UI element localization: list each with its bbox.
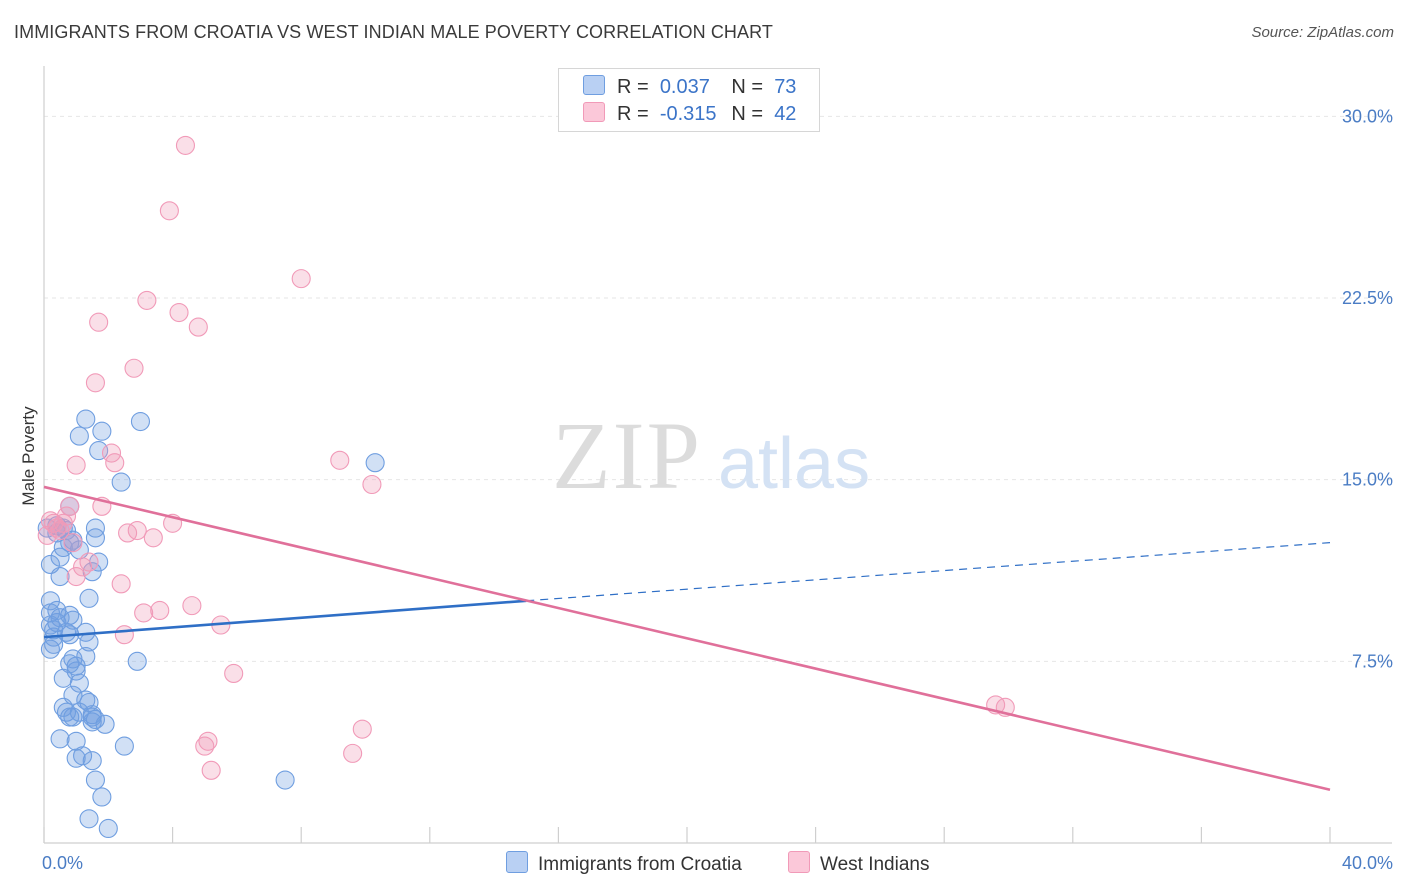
croatia-point	[76, 646, 96, 667]
croatia-point	[111, 472, 131, 492]
croatia-swatch	[583, 75, 605, 95]
west-indians-point	[169, 302, 189, 323]
croatia-trend-extension	[526, 542, 1331, 602]
croatia-swatch	[506, 851, 528, 873]
croatia-trend-line	[43, 599, 527, 639]
west-indians-point	[63, 533, 83, 553]
r-label: R =	[617, 76, 649, 98]
croatia-point	[79, 692, 99, 713]
west-indians-point	[111, 574, 131, 594]
x-tick-label-max: 40.0%	[1342, 853, 1393, 873]
bottom-legend-croatia: Immigrants from Croatia	[506, 851, 742, 876]
west-indians-point	[105, 453, 125, 473]
west-indians-point	[66, 567, 86, 587]
n-value: 42	[774, 103, 797, 125]
y-axis-label: Male Poverty	[19, 406, 38, 506]
croatia-point	[53, 668, 73, 688]
y-tick-labels: 7.5% 15.0% 22.5% 30.0%	[1342, 106, 1393, 671]
croatia-point	[85, 528, 105, 548]
croatia-point	[92, 787, 112, 807]
west-indians-point	[66, 455, 86, 475]
r-value: -0.315	[659, 103, 717, 125]
west-indians-point	[85, 373, 105, 393]
series-croatia-points	[37, 409, 385, 839]
west-indians-point	[143, 528, 163, 548]
west-indians-point	[127, 520, 147, 541]
croatia-point	[275, 770, 295, 790]
west-indians-point	[134, 603, 154, 623]
croatia-point	[82, 712, 102, 732]
croatia-point	[114, 736, 134, 756]
n-value: 73	[774, 76, 797, 98]
croatia-point	[69, 426, 89, 446]
west-indians-point	[79, 552, 99, 572]
west-indians-point	[150, 600, 170, 621]
trend-lines	[43, 485, 1331, 791]
r-value: 0.037	[659, 76, 710, 98]
west-indians-point	[224, 663, 244, 683]
correlation-legend: R = 0.037 N = 73 R = -0.315 N = 42	[558, 68, 820, 132]
west-indians-point	[198, 731, 218, 751]
grid-lines	[44, 115, 1392, 662]
west-indians-point	[159, 201, 179, 221]
legend-row-west-indians: R = -0.315 N = 42	[583, 102, 796, 126]
watermark: ZIP atlas	[552, 402, 870, 509]
west-indians-point	[114, 625, 134, 645]
west-indians-point	[60, 496, 80, 516]
bottom-legend-croatia-label: Immigrants from Croatia	[538, 854, 742, 875]
bottom-legend-west-indians-label: West Indians	[820, 854, 930, 875]
y-tick-label: 15.0%	[1342, 470, 1393, 490]
west-indians-point	[124, 358, 144, 378]
west-indians-point	[89, 312, 109, 332]
croatia-point	[50, 567, 70, 587]
west-indians-point	[330, 450, 350, 470]
west-indians-swatch	[583, 102, 605, 122]
west-indians-point	[188, 317, 208, 337]
croatia-point	[73, 746, 93, 766]
croatia-point	[365, 453, 385, 473]
croatia-point	[85, 709, 105, 730]
west-indians-swatch	[788, 851, 810, 873]
west-indians-point	[362, 474, 382, 495]
croatia-point	[79, 588, 99, 608]
chart-title: IMMIGRANTS FROM CROATIA VS WEST INDIAN M…	[14, 22, 773, 42]
west-indians-point	[343, 743, 363, 763]
west-indians-point	[175, 135, 196, 155]
west-indians-point	[352, 719, 372, 739]
x-tick-label-min: 0.0%	[42, 853, 83, 873]
croatia-point	[85, 770, 105, 790]
croatia-point	[50, 729, 70, 749]
watermark-atlas: atlas	[718, 424, 870, 504]
axes	[43, 66, 1392, 844]
croatia-point	[63, 610, 83, 630]
watermark-zip: ZIP	[552, 402, 702, 509]
y-tick-label: 30.0%	[1342, 106, 1393, 126]
legend-row-croatia: R = 0.037 N = 73	[583, 75, 796, 99]
west-indians-point	[37, 525, 57, 545]
r-label: R =	[617, 103, 649, 125]
croatia-point	[127, 651, 147, 671]
source-label: Source: ZipAtlas.com	[1251, 24, 1394, 41]
west-indians-point	[182, 596, 202, 616]
series-west-indians-points	[37, 135, 1015, 780]
croatia-point	[82, 751, 102, 771]
west-indians-point	[201, 760, 221, 780]
west-indians-trend-line	[43, 485, 1331, 791]
croatia-point	[92, 421, 112, 441]
croatia-point	[76, 409, 96, 429]
croatia-point	[130, 411, 150, 432]
croatia-point	[79, 809, 99, 829]
croatia-point	[85, 518, 105, 538]
west-indians-point	[137, 290, 157, 310]
n-label: N =	[731, 103, 764, 125]
bottom-legend-west-indians: West Indians	[788, 851, 929, 876]
y-tick-label: 22.5%	[1342, 288, 1393, 308]
x-tick-labels: 0.0% 40.0%	[42, 853, 1393, 873]
y-tick-label: 7.5%	[1352, 651, 1393, 671]
croatia-point	[98, 818, 118, 839]
n-label: N =	[731, 76, 764, 98]
west-indians-point	[291, 269, 311, 289]
